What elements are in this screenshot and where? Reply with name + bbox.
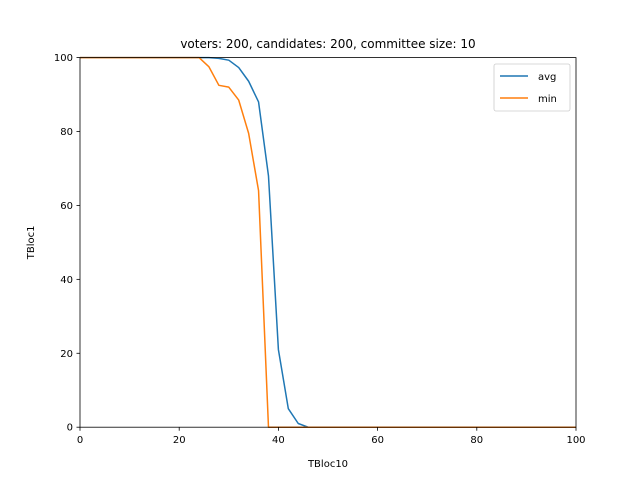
x-tick-label: 60 [371, 435, 384, 446]
legend-box [493, 63, 571, 112]
x-tick-label: 40 [272, 435, 285, 446]
legend: avg min [493, 63, 571, 112]
x-axis: 0 20 40 60 80 100 [77, 427, 586, 446]
y-tick-label: 0 [67, 423, 73, 434]
chart-title: voters: 200, candidates: 200, committee … [180, 37, 475, 51]
x-tick-label: 80 [470, 435, 483, 446]
x-tick-label: 0 [77, 435, 83, 446]
y-axis: 0 20 40 60 80 100 [54, 53, 80, 434]
y-tick-label: 60 [60, 201, 73, 212]
plot-frame [79, 57, 577, 428]
x-axis-label: TBloc10 [307, 459, 348, 470]
y-tick-label: 40 [60, 275, 73, 286]
y-tick-label: 80 [60, 127, 73, 138]
y-axis-label: TBloc1 [26, 226, 37, 261]
legend-label-avg: avg [538, 72, 556, 83]
y-tick-label: 100 [54, 53, 73, 64]
legend-label-min: min [538, 94, 557, 105]
x-tick-label: 20 [173, 435, 186, 446]
x-tick-label: 100 [566, 435, 585, 446]
y-tick-label: 20 [60, 349, 73, 360]
